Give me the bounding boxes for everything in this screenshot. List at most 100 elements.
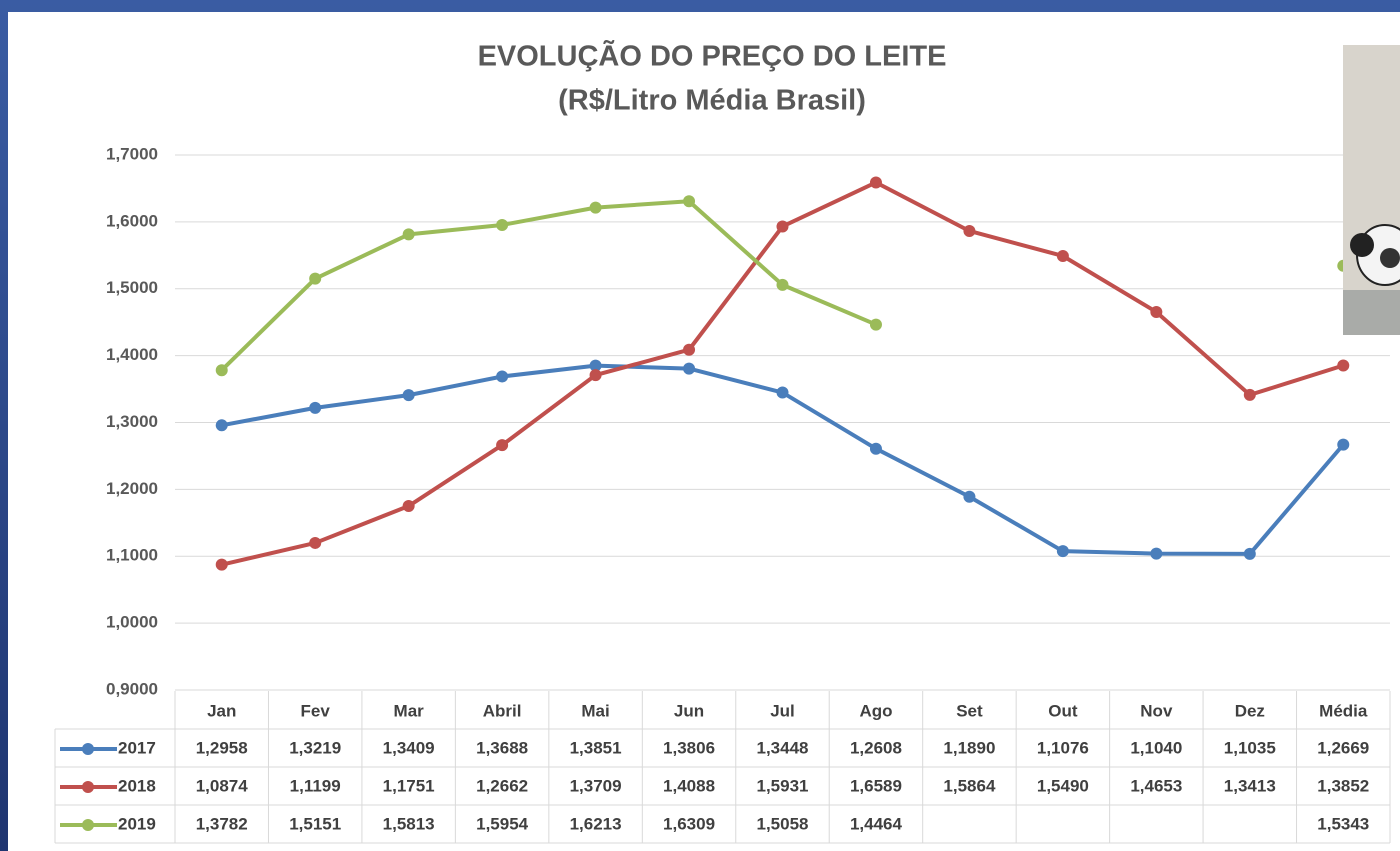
- legend-label: 2019: [118, 814, 156, 833]
- table-value: 1,5151: [289, 814, 341, 833]
- table-value: 1,4653: [1130, 776, 1182, 795]
- series-marker: [1337, 359, 1350, 372]
- series-marker: [776, 220, 789, 233]
- series-marker: [1150, 305, 1163, 318]
- cow-eye: [1380, 248, 1400, 268]
- data-table: Jan Fev Mar Abril Mai Jun Jul Ago Set Out Nov Dez Mé…: [54, 691, 1391, 844]
- series-marker: [402, 228, 415, 241]
- table-value: 1,2958: [196, 738, 248, 757]
- x-tick-label: Jul: [770, 701, 795, 720]
- table-value: 1,3409: [383, 738, 435, 757]
- series-marker: [215, 419, 228, 432]
- table-value: 1,6309: [663, 814, 715, 833]
- series-marker: [1056, 545, 1069, 558]
- illustration: [1343, 45, 1400, 335]
- table-value: 1,1040: [1130, 738, 1182, 757]
- x-tick-label: Set: [956, 701, 983, 720]
- table-value: 1,6589: [850, 776, 902, 795]
- table-value: 1,3219: [289, 738, 341, 757]
- table-value: 1,6213: [570, 814, 622, 833]
- series-marker: [496, 439, 509, 452]
- chart-subtitle: (R$/Litro Média Brasil): [558, 85, 866, 117]
- photo: [1343, 45, 1400, 335]
- x-tick-label: Ago: [859, 701, 892, 720]
- series-marker: [1056, 249, 1069, 262]
- series-marker: [589, 201, 602, 214]
- table-value: 1,4464: [850, 814, 903, 833]
- series-marker: [1243, 547, 1256, 560]
- y-tick-label: 1,7000: [106, 144, 158, 163]
- series-marker: [1243, 388, 1256, 401]
- table-value: 1,5813: [383, 814, 435, 833]
- series-marker: [1337, 438, 1350, 451]
- table-value: 1,1751: [383, 776, 435, 795]
- y-tick-label: 1,0000: [106, 613, 158, 632]
- series-marker: [215, 558, 228, 571]
- x-tick-label: Mar: [394, 701, 425, 720]
- table-value: 1,3688: [476, 738, 528, 757]
- plot: 0,9000 1,0000 1,1000 1,2000 1,3000 1,4000 1,50…: [54, 144, 1391, 844]
- table-value: 1,4088: [663, 776, 715, 795]
- series-marker: [869, 442, 882, 455]
- legend-label: 2018: [118, 776, 156, 795]
- y-tick-label: 0,9000: [106, 679, 158, 698]
- legend-swatch-marker: [82, 743, 94, 755]
- x-tick-label: Dez: [1235, 701, 1265, 720]
- series-marker: [683, 195, 696, 208]
- table-value: 1,1199: [290, 776, 341, 795]
- x-tick-label: Abril: [483, 701, 522, 720]
- series-marker: [496, 218, 509, 231]
- table-value: 1,2608: [850, 738, 902, 757]
- table-value: 1,0874: [196, 776, 249, 795]
- table-value: 1,5058: [757, 814, 809, 833]
- x-tick-label: Mai: [581, 701, 609, 720]
- series-marker: [589, 359, 602, 372]
- table-value: 1,3782: [196, 814, 248, 833]
- x-tick-label: Nov: [1140, 701, 1173, 720]
- table-value: 1,3413: [1224, 776, 1276, 795]
- legend-label: 2017: [118, 738, 156, 757]
- series-marker: [402, 389, 415, 402]
- table-value: 1,5343: [1317, 814, 1369, 833]
- x-tick-label: Jan: [207, 701, 236, 720]
- table-value: 1,5864: [943, 776, 996, 795]
- y-tick-label: 1,1000: [106, 546, 158, 565]
- series-marker: [683, 343, 696, 356]
- table-value: 1,2662: [476, 776, 528, 795]
- table-value: 1,3448: [757, 738, 809, 757]
- x-tick-label: Out: [1048, 701, 1078, 720]
- series-marker: [963, 490, 976, 503]
- legend-swatch-marker: [82, 781, 94, 793]
- y-tick-label: 1,5000: [106, 278, 158, 297]
- series-marker: [402, 500, 415, 513]
- table-value: 1,5490: [1037, 776, 1089, 795]
- series-marker: [215, 364, 228, 377]
- series-marker: [869, 318, 882, 331]
- series-marker: [683, 362, 696, 375]
- table-value: 1,2669: [1317, 738, 1369, 757]
- table-value: 1,1076: [1037, 738, 1089, 757]
- legend-swatch-marker: [82, 819, 94, 831]
- series-marker: [869, 176, 882, 189]
- series-line: [220, 199, 877, 372]
- table-value: 1,3709: [570, 776, 622, 795]
- x-tick-label: Jun: [674, 701, 704, 720]
- series-marker: [309, 272, 322, 285]
- chart-title: EVOLUÇÃO DO PREÇO DO LEITE: [478, 39, 947, 73]
- y-tick-label: 1,2000: [106, 479, 158, 498]
- series-marker: [589, 369, 602, 382]
- series-marker: [963, 224, 976, 237]
- x-tick-label: Fev: [301, 701, 331, 720]
- series-marker: [309, 401, 322, 414]
- table-value: 1,3852: [1317, 776, 1369, 795]
- series-marker: [776, 278, 789, 291]
- series-marker: [1150, 547, 1163, 560]
- y-tick-label: 1,3000: [106, 412, 158, 431]
- y-tick-label: 1,6000: [106, 211, 158, 230]
- table-value: 1,1890: [943, 738, 995, 757]
- series-marker: [776, 386, 789, 399]
- cow-ear: [1350, 233, 1374, 257]
- table-value: 1,1035: [1224, 738, 1276, 757]
- table-value: 1,3851: [570, 738, 622, 757]
